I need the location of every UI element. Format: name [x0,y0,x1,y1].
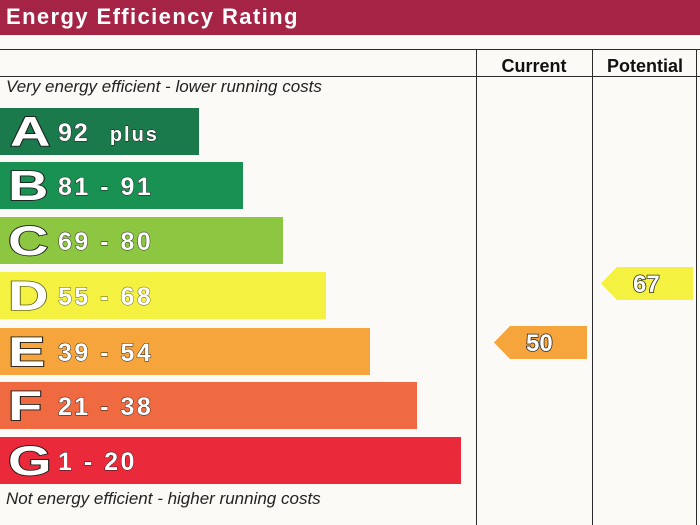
svg-text:55 - 68: 55 - 68 [58,283,153,311]
svg-text:69 - 80: 69 - 80 [58,228,153,256]
svg-text:1 - 20: 1 - 20 [58,448,137,476]
svg-text:D: D [8,273,48,319]
svg-text:E: E [8,329,45,375]
svg-text:F: F [8,383,42,429]
svg-text:50: 50 [526,330,553,357]
svg-text:21 - 38: 21 - 38 [58,393,153,421]
svg-text:67: 67 [633,271,660,298]
svg-text:B: B [8,163,48,209]
svg-text:81 - 91: 81 - 91 [58,173,153,201]
svg-text:A: A [10,109,50,155]
svg-text:G: G [8,438,52,484]
svg-text:C: C [8,218,48,264]
svg-text:39 - 54: 39 - 54 [58,339,153,367]
